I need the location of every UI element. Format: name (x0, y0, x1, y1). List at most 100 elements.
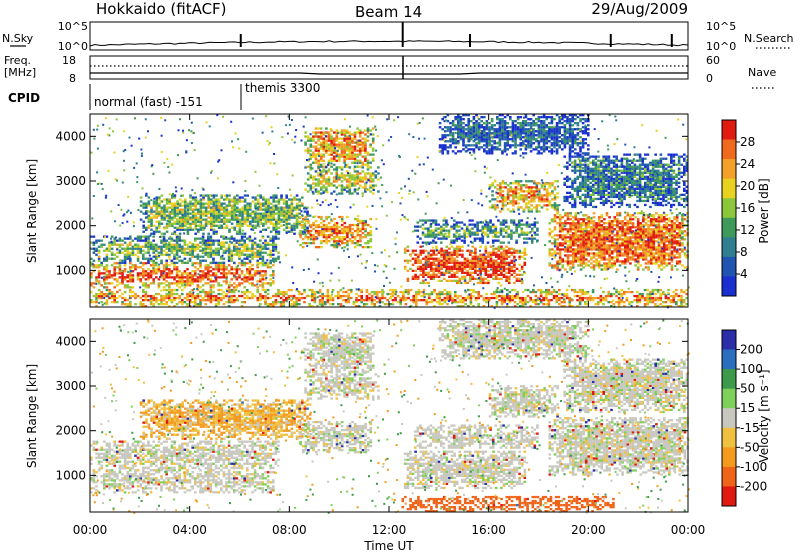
heat-cell (184, 258, 187, 260)
heat-cell (330, 184, 333, 186)
heat-cell (663, 244, 666, 246)
heat-cell (212, 286, 215, 288)
heat-cell (474, 224, 477, 226)
heat-cell (567, 240, 570, 242)
heat-cell (163, 246, 166, 248)
heat-cell (505, 278, 508, 280)
heat-cell (288, 223, 291, 225)
heat-cell (571, 204, 574, 206)
heat-cell (572, 244, 575, 246)
heat-cell (663, 240, 666, 242)
heat-cell (126, 252, 129, 254)
heat-cell (228, 238, 231, 240)
heat-cell (530, 210, 533, 212)
heat-cell (589, 172, 592, 174)
heat-cell (275, 194, 278, 196)
heat-cell (676, 256, 679, 258)
heat-cell (590, 222, 593, 224)
heat-cell (590, 228, 593, 230)
heat-cell (225, 250, 228, 252)
heat-cell (438, 270, 441, 272)
heat-cell (367, 154, 370, 156)
heat-cell (231, 200, 234, 202)
heat-cell (236, 233, 239, 235)
heat-cell (349, 178, 352, 180)
heat-cell (152, 262, 155, 264)
heat-cell (210, 252, 213, 254)
heat-cell (126, 276, 129, 278)
heat-cell (351, 192, 354, 194)
heat-cell (472, 256, 475, 258)
heat-cell (111, 244, 114, 246)
heat-cell (640, 252, 643, 254)
heat-cell (320, 164, 323, 166)
heat-cell (650, 252, 653, 254)
heat-cell (580, 256, 583, 258)
heat-cell (498, 278, 501, 280)
heat-cell (679, 222, 682, 224)
heat-cell (485, 262, 488, 264)
heat-cell (323, 176, 326, 178)
heat-cell (588, 236, 591, 238)
heat-cell (495, 268, 498, 270)
heat-cell (176, 268, 179, 270)
heat-cell (228, 256, 231, 258)
heat-cell (320, 131, 323, 133)
heat-cell (320, 133, 323, 135)
heat-cell (492, 230, 495, 232)
heat-cell (354, 180, 357, 182)
heat-cell (577, 224, 580, 226)
rti-figure: Hokkaido (fitACF) Beam 14 29/Aug/2009 N.… (0, 0, 800, 554)
heat-cell (484, 224, 487, 226)
heat-cell (231, 209, 234, 211)
heat-cell (244, 194, 247, 196)
heat-cell (95, 240, 98, 242)
heat-cell (606, 240, 609, 242)
heat-cell (364, 146, 367, 148)
heat-cell (407, 278, 410, 280)
heat-cell (126, 286, 129, 288)
heat-cell (666, 226, 669, 228)
heat-cell (603, 246, 606, 248)
heat-cell (458, 236, 461, 238)
heat-cell (572, 232, 575, 234)
heat-cell (325, 228, 328, 230)
heat-cell (333, 236, 336, 238)
heat-cell (603, 264, 606, 266)
heat-cell (283, 217, 286, 219)
heat-cell (627, 242, 630, 244)
heat-cell (417, 254, 420, 256)
heat-cell (624, 266, 627, 268)
heat-cell (213, 229, 216, 231)
heat-cell (541, 206, 544, 208)
heat-cell (116, 240, 119, 242)
heat-cell (142, 282, 145, 284)
heat-cell (163, 250, 166, 252)
heat-cell (595, 172, 598, 174)
heat-cell (215, 266, 218, 268)
heat-cell (341, 174, 344, 176)
heat-cell (171, 196, 174, 198)
heat-cell (515, 200, 518, 202)
heat-cell (207, 217, 210, 219)
heat-cell (425, 250, 428, 252)
heat-cell (663, 250, 666, 252)
heat-cell (588, 240, 591, 242)
heat-cell (650, 224, 653, 226)
heat-cell (430, 274, 433, 276)
heat-cell (422, 219, 425, 221)
heat-cell (608, 226, 611, 228)
heat-cell (323, 166, 326, 168)
heat-cell (619, 230, 622, 232)
heat-cell (588, 252, 591, 254)
heat-cell (140, 219, 143, 221)
heat-cell (147, 278, 150, 280)
heat-cell (593, 212, 596, 214)
heat-cell (165, 254, 168, 256)
heat-cell (298, 221, 301, 223)
heat-cell (132, 274, 135, 276)
heat-cell (343, 178, 346, 180)
heat-cell (320, 144, 323, 146)
heat-cell (541, 184, 544, 186)
heat-cell (252, 196, 255, 198)
